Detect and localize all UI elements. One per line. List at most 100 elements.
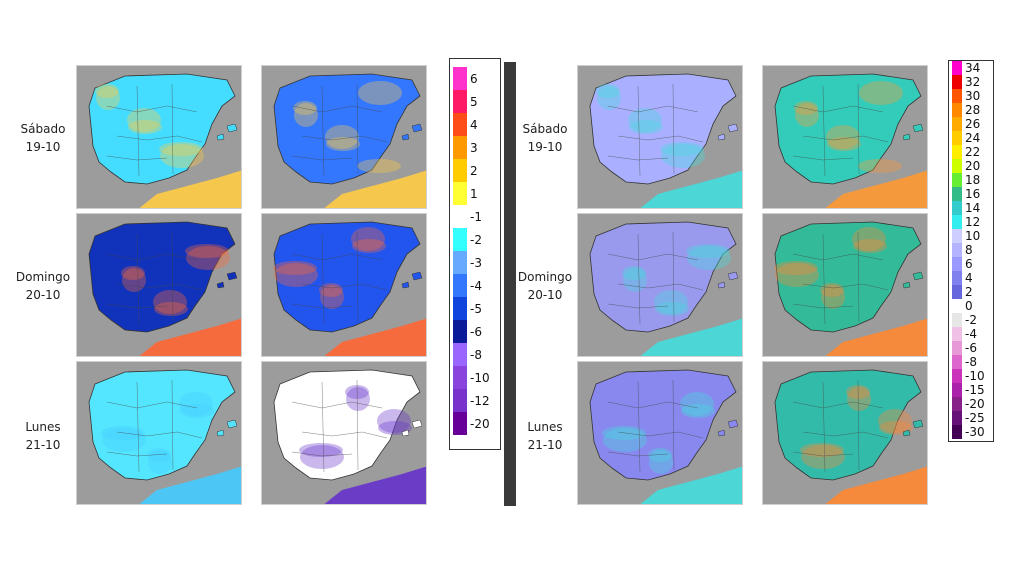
legend-tick-label: -15 [965,383,985,397]
field-patch [603,428,647,452]
right-row-label-mon: Lunes 21-10 [510,418,580,454]
field-patch [623,268,647,292]
field-patch [800,443,844,457]
legend-tick-label: -6 [470,324,482,339]
date-label: 20-10 [25,288,61,302]
region-border [106,253,198,261]
region-border [857,83,860,175]
africa-field [139,318,241,356]
right-map-2-1 [762,361,928,505]
legend-tick-label: -6 [965,341,977,355]
right-map-1-0 [577,213,743,357]
legend-swatch [453,136,467,159]
field-patch [628,108,662,132]
field-patch [795,103,819,127]
island [401,281,410,289]
legend-tick-label: -8 [965,355,977,369]
island [717,133,726,141]
region-border [356,83,359,175]
field-patch [801,445,845,469]
field-patch [597,86,621,110]
legend-swatch [453,320,467,343]
region-border [857,379,860,471]
left-map-0-0 [76,65,242,209]
legend-swatch [952,369,962,383]
peninsula-field [88,73,236,185]
island [727,419,739,429]
region-border [607,451,669,457]
region-border [617,283,704,291]
legend-swatch [952,313,962,327]
region-border [106,451,168,457]
right-map-0-0 [577,65,743,209]
field-patch [821,285,845,309]
legend-swatch [952,159,962,173]
legend-swatch [952,131,962,145]
region-border [607,303,669,309]
legend-tick-label: -20 [965,397,985,411]
left-map-2-0 [76,361,242,505]
left-map-0-1 [261,65,427,209]
field-patch [160,144,204,168]
map-graphic [589,221,742,356]
island [216,429,225,437]
legend-swatch [952,201,962,215]
region-border [106,105,198,113]
legend-swatch [952,397,962,411]
legend-swatch [952,215,962,229]
field-patch [351,227,385,251]
left-map-1-1 [261,213,427,357]
field-patch [293,101,317,115]
legend-tick-label: 18 [965,173,981,187]
legend-tick-label: 28 [965,103,981,117]
legend-swatch [952,327,962,341]
field-patch [660,142,704,156]
legend-tick-label: -25 [965,411,985,425]
field-patch [852,227,886,251]
legend-swatch [952,355,962,369]
island [216,281,225,289]
right-map-0-1 [762,65,928,209]
field-patch [325,125,359,149]
peninsula-field [589,369,737,481]
legend-swatch [952,383,962,397]
africa-field [640,318,742,356]
region-border [301,431,388,439]
region-border [857,231,860,323]
map-graphic [273,73,426,208]
field-patch [346,387,370,411]
legend-swatch [453,412,467,435]
region-border [802,431,889,439]
map-graphic [88,221,241,356]
africa-field [324,318,426,356]
region-border [792,451,854,457]
day-label: Sábado [522,122,568,136]
peninsula-field [273,369,421,481]
island [717,429,726,437]
region-border [822,381,826,473]
legend-tick-label: -30 [965,425,985,439]
legend-tick-label: -10 [470,370,490,385]
legend-swatch [453,67,467,90]
legend-tick-label: 6 [965,257,973,271]
map-graphic [589,73,742,208]
field-patch [629,120,663,134]
legend-swatch [453,343,467,366]
region-border [792,105,884,113]
legend-swatch [453,366,467,389]
left-row-label-mon: Lunes 21-10 [8,418,78,454]
legend-tick-label: 24 [965,131,981,145]
legend-swatch [952,425,962,439]
region-border [116,135,203,143]
region-border [116,431,203,439]
right-map-2-0 [577,361,743,505]
field-patch [878,409,912,433]
peninsula-field [774,221,922,333]
legend-tick-label: -5 [470,301,482,316]
legend-swatch [453,205,467,228]
region-border [637,233,641,325]
island [411,419,423,429]
field-patch [847,387,871,411]
legend-swatch [952,299,962,313]
legend-swatch [952,103,962,117]
